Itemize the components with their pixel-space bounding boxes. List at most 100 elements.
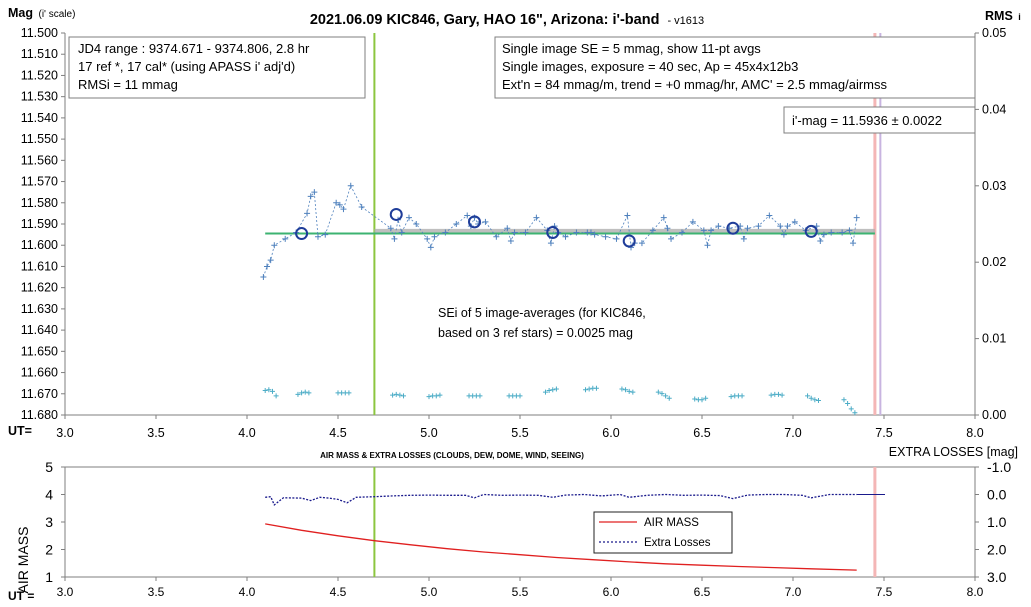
single-image-point xyxy=(624,212,631,219)
single-image-point xyxy=(649,227,656,234)
single-image-point xyxy=(602,233,609,240)
single-image-point xyxy=(424,235,431,242)
rms-point xyxy=(593,385,599,391)
y-axis-label-sub: (i' scale) xyxy=(38,9,75,20)
info-box-right-line-3: Ext'n = 84 mmag/m, trend = +0 mmag/hr, A… xyxy=(502,77,887,92)
single-image-point xyxy=(664,225,671,232)
rms-point xyxy=(805,393,811,399)
single-image-point xyxy=(358,204,365,211)
rms-point xyxy=(393,391,399,397)
bottom-y2-tick-label: 1.0 xyxy=(987,514,1007,530)
rms-point xyxy=(302,389,308,395)
rms-point xyxy=(273,393,279,399)
single-image-point xyxy=(533,214,540,221)
legend-label-extra-losses: Extra Losses xyxy=(644,537,711,549)
single-image-point xyxy=(314,233,321,240)
rms-point xyxy=(626,388,632,394)
single-image-point xyxy=(547,240,554,247)
single-image-point xyxy=(780,231,787,238)
single-image-point xyxy=(715,223,722,230)
mag-result-text: i'-mag = 11.5936 ± 0.0022 xyxy=(792,113,942,128)
bottom-y-tick-label: 3 xyxy=(45,514,53,530)
rms-point xyxy=(663,393,669,399)
rms-point xyxy=(553,386,559,392)
single-image-trace xyxy=(263,184,858,278)
y2-tick-label: 0.00 xyxy=(982,408,1006,422)
rms-point xyxy=(550,387,556,393)
single-image-point xyxy=(442,229,449,236)
single-image-point xyxy=(322,231,329,238)
single-image-point xyxy=(587,229,594,236)
single-image-point xyxy=(482,218,489,225)
info-box-right: Single image SE = 5 mmag, show 11-pt avg… xyxy=(494,36,976,99)
rms-point xyxy=(659,391,665,397)
y-tick-label: 11.500 xyxy=(21,26,58,40)
rms-point xyxy=(586,386,592,392)
y2-axis-label-sub: i xyxy=(1018,12,1021,22)
single-image-point xyxy=(820,231,827,238)
y-tick-label: 11.570 xyxy=(21,175,58,189)
single-image-point xyxy=(853,214,860,221)
info-box-left-line-3: RMSi = 11 mmag xyxy=(78,77,178,92)
rms-point xyxy=(269,388,275,394)
rms-point xyxy=(426,394,432,400)
bottom-x-tick-label: 7.0 xyxy=(785,585,802,599)
x-tick-label: 4.0 xyxy=(238,426,255,440)
rms-point xyxy=(812,397,818,403)
sei-text-line-1: SEi of 5 image-averages (for KIC846, xyxy=(438,306,646,320)
single-image-point xyxy=(562,233,569,240)
rms-point xyxy=(728,394,734,400)
rms-point xyxy=(630,389,636,395)
rms-point xyxy=(397,392,403,398)
single-image-point xyxy=(591,231,598,238)
rms-point xyxy=(815,397,821,403)
x-tick-label: 7.5 xyxy=(875,426,892,440)
average-point xyxy=(726,221,740,235)
info-box-right-line-1: Single image SE = 5 mmag, show 11-pt avg… xyxy=(502,41,761,56)
rms-point xyxy=(808,395,814,401)
bottom-x-tick-label: 4.0 xyxy=(239,585,256,599)
single-image-point xyxy=(839,229,846,236)
single-image-point xyxy=(700,227,707,234)
y2-tick-label: 0.05 xyxy=(982,26,1006,40)
rms-point xyxy=(848,406,854,412)
bottom-x-tick-label: 6.0 xyxy=(603,585,620,599)
single-image-point xyxy=(511,229,518,236)
rms-point xyxy=(546,388,552,394)
bottom-x-tick-label: 5.5 xyxy=(512,585,529,599)
single-image-point xyxy=(704,242,711,249)
y-tick-label: 11.540 xyxy=(21,111,58,125)
y-tick-label: 11.660 xyxy=(21,366,58,380)
single-image-point xyxy=(573,229,580,236)
bottom-legend: AIR MASS Extra Losses xyxy=(593,511,733,554)
y2-tick-label: 0.02 xyxy=(982,255,1006,269)
bottom-y-axis-label: AIR MASS xyxy=(15,527,31,594)
y-tick-label: 11.630 xyxy=(21,302,58,316)
rms-point xyxy=(390,392,396,398)
rms-point xyxy=(477,393,483,399)
y-axis-label: Mag (i' scale) xyxy=(8,6,75,20)
single-image-point xyxy=(347,182,354,189)
single-image-point xyxy=(398,229,405,236)
y-tick-label: 11.610 xyxy=(21,259,58,273)
single-image-point xyxy=(613,235,620,242)
top-plot-series xyxy=(260,182,875,416)
y-tick-label: 11.680 xyxy=(21,408,58,422)
rms-point xyxy=(775,391,781,397)
single-image-point xyxy=(755,223,762,230)
rms-point xyxy=(299,390,305,396)
rms-point xyxy=(845,401,851,407)
chart-title-text: 2021.06.09 KIC846, Gary, HAO 16", Arizon… xyxy=(310,12,660,28)
bottom-y-tick-label: 4 xyxy=(45,487,53,503)
average-point xyxy=(295,227,309,241)
bottom-x-tick-label: 3.5 xyxy=(148,585,165,599)
chart-version: - v1613 xyxy=(667,15,704,27)
single-image-point xyxy=(668,235,675,242)
info-box-right-line-2: Single images, exposure = 40 sec, Ap = 4… xyxy=(502,59,798,74)
bottom-x-tick-label: 4.5 xyxy=(330,585,347,599)
y-axis-label-main: Mag xyxy=(8,6,33,20)
bottom-x-tick-label: 7.5 xyxy=(876,585,893,599)
x-axis-label: UT= xyxy=(8,424,32,438)
single-image-point xyxy=(846,227,853,234)
